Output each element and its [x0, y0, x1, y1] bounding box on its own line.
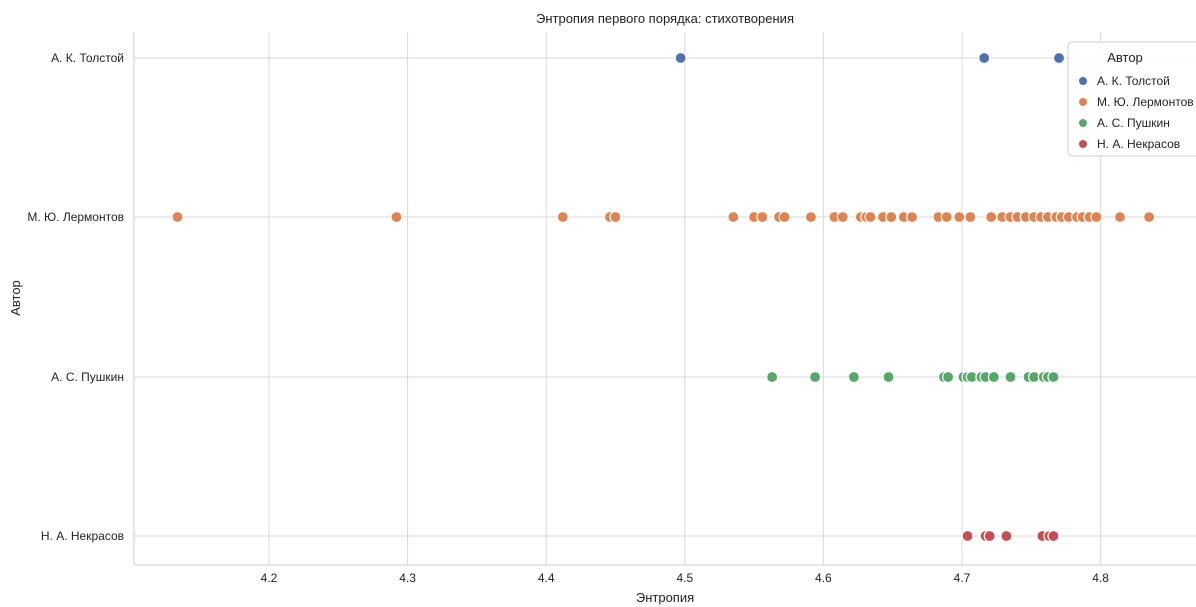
x-tick-label: 4.2	[261, 571, 278, 585]
data-point	[766, 370, 779, 384]
data-point	[756, 210, 769, 224]
legend-title: Автор	[1107, 50, 1143, 65]
data-point	[609, 210, 622, 224]
data-point	[1047, 370, 1060, 384]
legend-box	[1067, 41, 1196, 157]
y-axis-label: Автор	[8, 280, 23, 316]
x-tick-label: 4.3	[399, 571, 416, 585]
y-tick-label: М. Ю. Лермонтов	[27, 210, 124, 224]
data-point	[940, 210, 953, 224]
legend-marker	[1079, 140, 1087, 148]
data-point	[171, 210, 184, 224]
grid	[133, 32, 1196, 566]
legend-marker	[1079, 77, 1087, 85]
y-tick-labels: А. К. Толстой М. Ю. Лермонтов А. С. Пушкин…	[27, 51, 124, 543]
x-tick-label: 4.7	[954, 571, 971, 585]
data-points	[171, 51, 1156, 543]
chart-title: Энтропия первого порядка: стихотворения	[536, 11, 794, 26]
legend: Автор А. К. Толстой М. Ю. Лермонтов А. С. …	[1067, 41, 1196, 157]
data-point	[390, 210, 403, 224]
data-point	[953, 210, 966, 224]
data-point	[778, 210, 791, 224]
data-point	[942, 370, 955, 384]
legend-label: Н. А. Некрасов	[1097, 137, 1180, 151]
x-tick-label: 4.5	[676, 571, 693, 585]
data-point	[987, 370, 1000, 384]
data-point	[674, 51, 687, 65]
data-point	[978, 51, 991, 65]
data-point	[961, 529, 974, 543]
data-point	[885, 210, 898, 224]
legend-marker	[1079, 98, 1087, 106]
data-point	[906, 210, 919, 224]
legend-label: А. С. Пушкин	[1097, 116, 1170, 130]
data-point	[836, 210, 849, 224]
data-point	[1090, 210, 1103, 224]
plot-background	[134, 32, 1196, 565]
x-tick-label: 4.8	[1092, 571, 1109, 585]
data-point	[1052, 51, 1066, 65]
data-point	[808, 370, 822, 384]
data-point	[847, 370, 860, 384]
x-tick-label: 4.4	[538, 571, 555, 585]
data-point	[556, 210, 569, 224]
data-point	[1000, 529, 1013, 543]
data-point	[864, 210, 877, 224]
data-point	[1004, 370, 1017, 384]
data-point	[727, 210, 740, 224]
y-tick-label: Н. А. Некрасов	[41, 529, 124, 543]
data-point	[1047, 529, 1060, 543]
x-tick-label: 4.6	[815, 571, 832, 585]
data-point	[983, 529, 996, 543]
y-tick-label: А. С. Пушкин	[51, 370, 124, 384]
legend-marker	[1079, 119, 1087, 127]
y-tick-label: А. К. Толстой	[51, 51, 124, 65]
legend-items: А. К. Толстой М. Ю. Лермонтов А. С. Пушкин…	[1079, 74, 1194, 151]
data-point	[1143, 210, 1156, 224]
x-tick-labels: 4.2 4.3 4.4 4.5 4.6 4.7 4.8	[261, 571, 1110, 585]
data-point	[985, 210, 998, 224]
data-point	[964, 210, 977, 224]
data-point	[882, 370, 895, 384]
data-point	[804, 210, 818, 224]
x-axis-label: Энтропия	[636, 590, 694, 605]
legend-label: А. К. Толстой	[1097, 74, 1170, 88]
data-point	[1113, 210, 1127, 224]
legend-label: М. Ю. Лермонтов	[1097, 95, 1194, 109]
